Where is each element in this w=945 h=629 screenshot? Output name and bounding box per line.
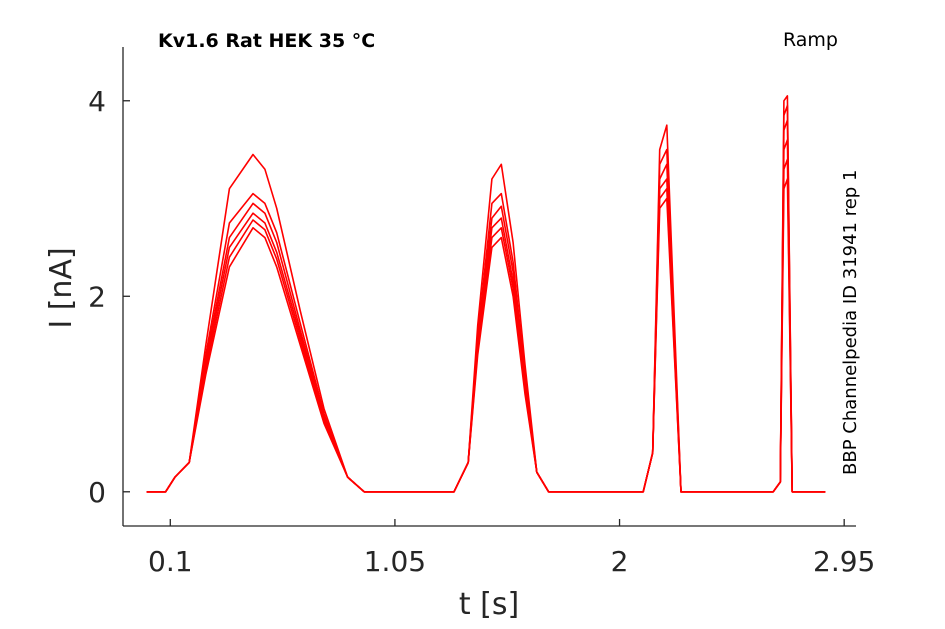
current-trace-6 <box>146 95 826 493</box>
trace-group <box>146 95 826 493</box>
current-trace-5 <box>146 104 826 493</box>
x-ticks: 0.1 1.05 2 2.95 <box>148 519 875 578</box>
x-tick-label: 2 <box>611 545 629 578</box>
x-tick-label: 2.95 <box>813 545 875 578</box>
y-tick-label: 2 <box>88 280 106 313</box>
x-tick-label: 0.1 <box>148 545 193 578</box>
y-ticks: 0 2 4 <box>88 85 130 509</box>
y-tick-label: 0 <box>88 476 106 509</box>
protocol-label: Ramp <box>783 29 838 51</box>
chart-title: Kv1.6 Rat HEK 35 °C <box>158 30 375 52</box>
channelpedia-id-label: BBP Channelpedia ID 31941 rep 1 <box>840 170 861 475</box>
y-axis-label: I [nA] <box>44 247 79 328</box>
current-trace-3 <box>146 139 826 493</box>
x-tick-label: 1.05 <box>364 545 426 578</box>
current-trace-4 <box>146 119 826 493</box>
x-axis-label: t [s] <box>459 587 519 622</box>
axes: 0.1 1.05 2 2.95 0 2 4 <box>88 47 875 578</box>
y-tick-label: 4 <box>88 85 106 118</box>
